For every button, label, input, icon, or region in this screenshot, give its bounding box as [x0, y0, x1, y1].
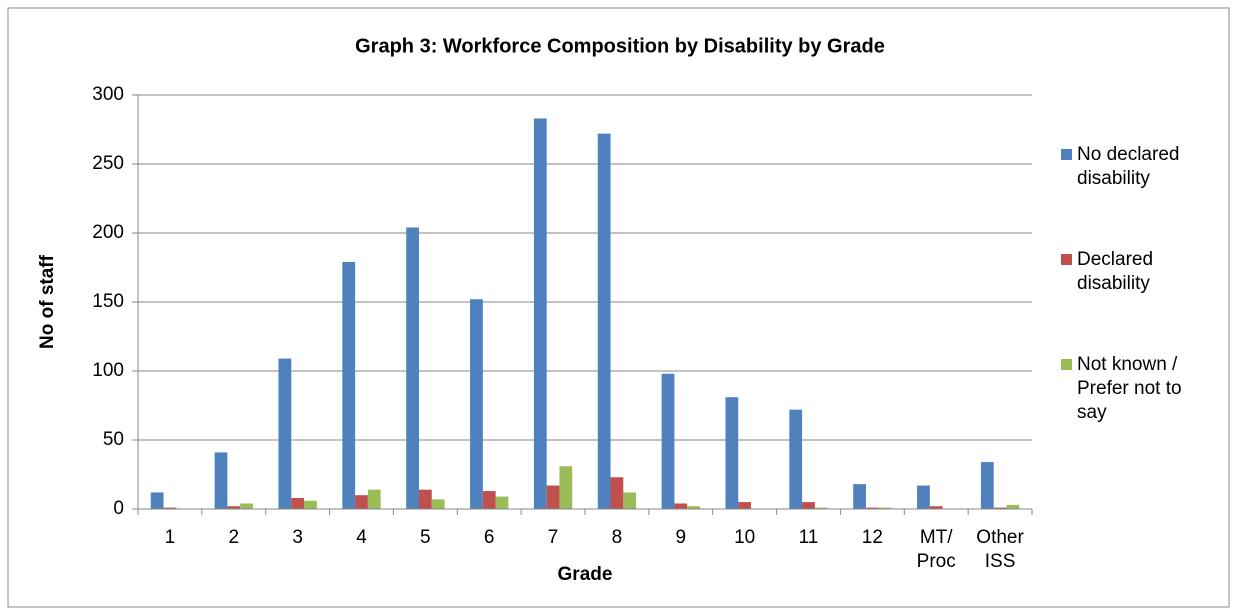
x-tick-label: 9 [675, 527, 687, 548]
bar [150, 492, 164, 509]
bar [725, 397, 739, 509]
y-tick-label: 0 [113, 498, 124, 519]
bar [980, 462, 994, 509]
bar [623, 492, 637, 509]
bar [163, 507, 177, 509]
x-axis-label: Grade [558, 564, 613, 585]
bar [431, 499, 445, 509]
bar [291, 497, 305, 509]
legend-label: No declared disability [1077, 144, 1180, 189]
bar [342, 261, 356, 509]
x-tick-label: 12 [861, 527, 883, 548]
bar [814, 507, 828, 509]
x-tick-label: 6 [483, 527, 495, 548]
x-tick-label: MT/ Proc [916, 527, 956, 572]
x-tick-label: 5 [420, 527, 431, 548]
x-tick-label: 4 [356, 527, 367, 548]
y-tick-label: 50 [103, 429, 124, 450]
bar [406, 227, 419, 510]
y-tick-label: 150 [92, 291, 124, 312]
chart-frame [7, 7, 1230, 608]
bar [1006, 504, 1020, 509]
bar [559, 466, 573, 509]
bar [878, 507, 892, 509]
bar [687, 506, 700, 509]
x-tick-label: 3 [292, 527, 303, 548]
bar [738, 502, 752, 509]
x-tick-label: Other ISS [976, 527, 1024, 572]
x-tick-label: 8 [611, 527, 623, 548]
legend-swatch [1061, 149, 1072, 160]
bar [993, 507, 1007, 509]
chart-title: Graph 3: Workforce Composition by Disabi… [355, 35, 885, 57]
y-tick-label: 300 [92, 84, 124, 105]
bar [418, 489, 432, 509]
legend-label: Not known / Prefer not to say [1077, 354, 1182, 423]
x-tick-label: 10 [734, 527, 756, 548]
bar [917, 485, 930, 509]
bar [546, 485, 560, 509]
legend-label: Declared disability [1077, 249, 1154, 294]
legend-swatch [1061, 254, 1072, 265]
y-axis-label: No of staff [37, 254, 58, 349]
bar [802, 502, 815, 509]
y-tick-label: 200 [92, 222, 124, 243]
x-tick-label: 7 [547, 527, 559, 548]
bar [865, 507, 879, 509]
bar [674, 503, 688, 509]
bar [533, 118, 547, 510]
bar [482, 491, 496, 509]
bar [661, 373, 675, 509]
bar [597, 133, 611, 509]
bar [304, 500, 317, 509]
bar [789, 409, 803, 509]
bar [495, 496, 509, 509]
x-tick-label: 1 [164, 527, 176, 548]
bar [355, 495, 368, 509]
bar [929, 506, 943, 509]
bar [214, 452, 228, 509]
y-tick-label: 100 [92, 360, 124, 381]
x-tick-label: 2 [228, 527, 240, 548]
legend-swatch [1061, 359, 1072, 370]
bar [610, 477, 624, 509]
bar [470, 299, 483, 509]
bar [240, 503, 253, 509]
bar [853, 484, 866, 509]
bar [278, 358, 292, 509]
bar [367, 489, 381, 509]
y-tick-label: 250 [92, 153, 124, 174]
bar [227, 506, 241, 509]
x-tick-label: 11 [798, 527, 819, 548]
